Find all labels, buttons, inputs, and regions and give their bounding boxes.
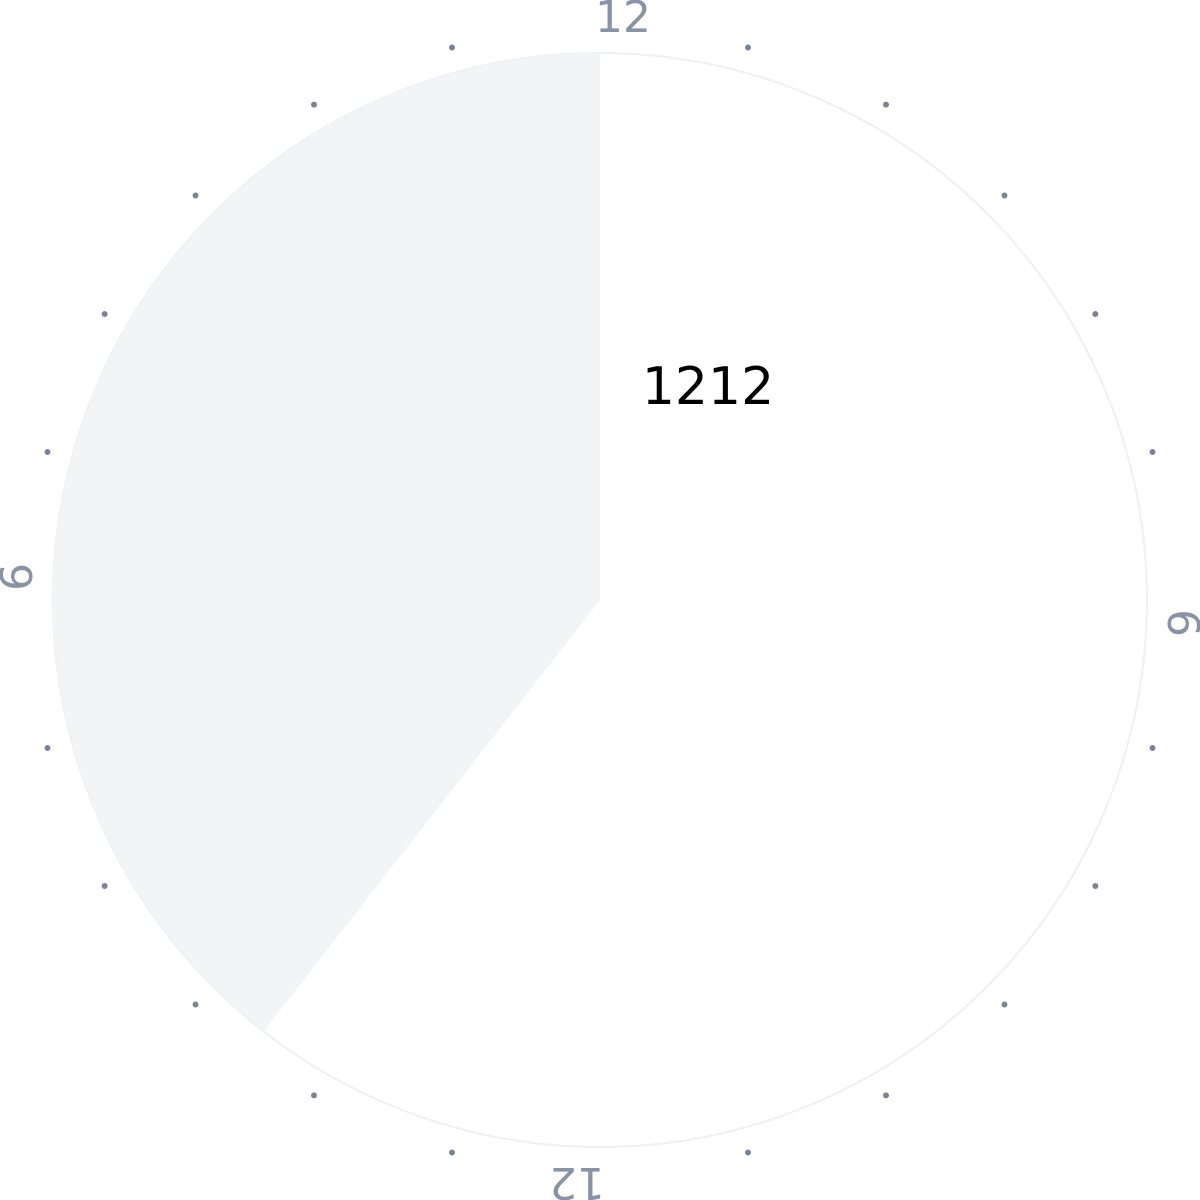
tick-dot bbox=[1092, 883, 1099, 889]
tick-dot bbox=[44, 745, 51, 752]
tick-dot bbox=[192, 1001, 199, 1008]
highlighted-time-arc[interactable] bbox=[52, 53, 601, 1032]
tick-dot bbox=[1001, 192, 1008, 199]
tick-dot bbox=[745, 1149, 752, 1156]
center-time-readout: 1212 bbox=[642, 357, 774, 417]
hour-label-bottom: 12 bbox=[549, 1157, 605, 1200]
tick-dot bbox=[883, 101, 889, 108]
tick-dot bbox=[311, 101, 317, 108]
tick-dot bbox=[101, 883, 108, 889]
tick-dot bbox=[101, 311, 108, 317]
hour-label-left: 6 bbox=[0, 563, 43, 591]
tick-marks bbox=[44, 44, 1156, 1156]
tick-dot bbox=[44, 448, 51, 455]
hour-label-top: 12 bbox=[595, 0, 651, 43]
tick-dot bbox=[448, 1149, 455, 1156]
tick-dot bbox=[1001, 1001, 1008, 1008]
tick-dot bbox=[745, 44, 752, 51]
tick-dot bbox=[883, 1092, 889, 1099]
tick-dot bbox=[1149, 448, 1156, 455]
tick-dot bbox=[1092, 311, 1099, 317]
tick-dot bbox=[192, 192, 199, 199]
tick-dot bbox=[1149, 745, 1156, 752]
tick-dot bbox=[448, 44, 455, 51]
hour-label-right: 6 bbox=[1157, 609, 1200, 637]
tick-dot bbox=[311, 1092, 317, 1099]
